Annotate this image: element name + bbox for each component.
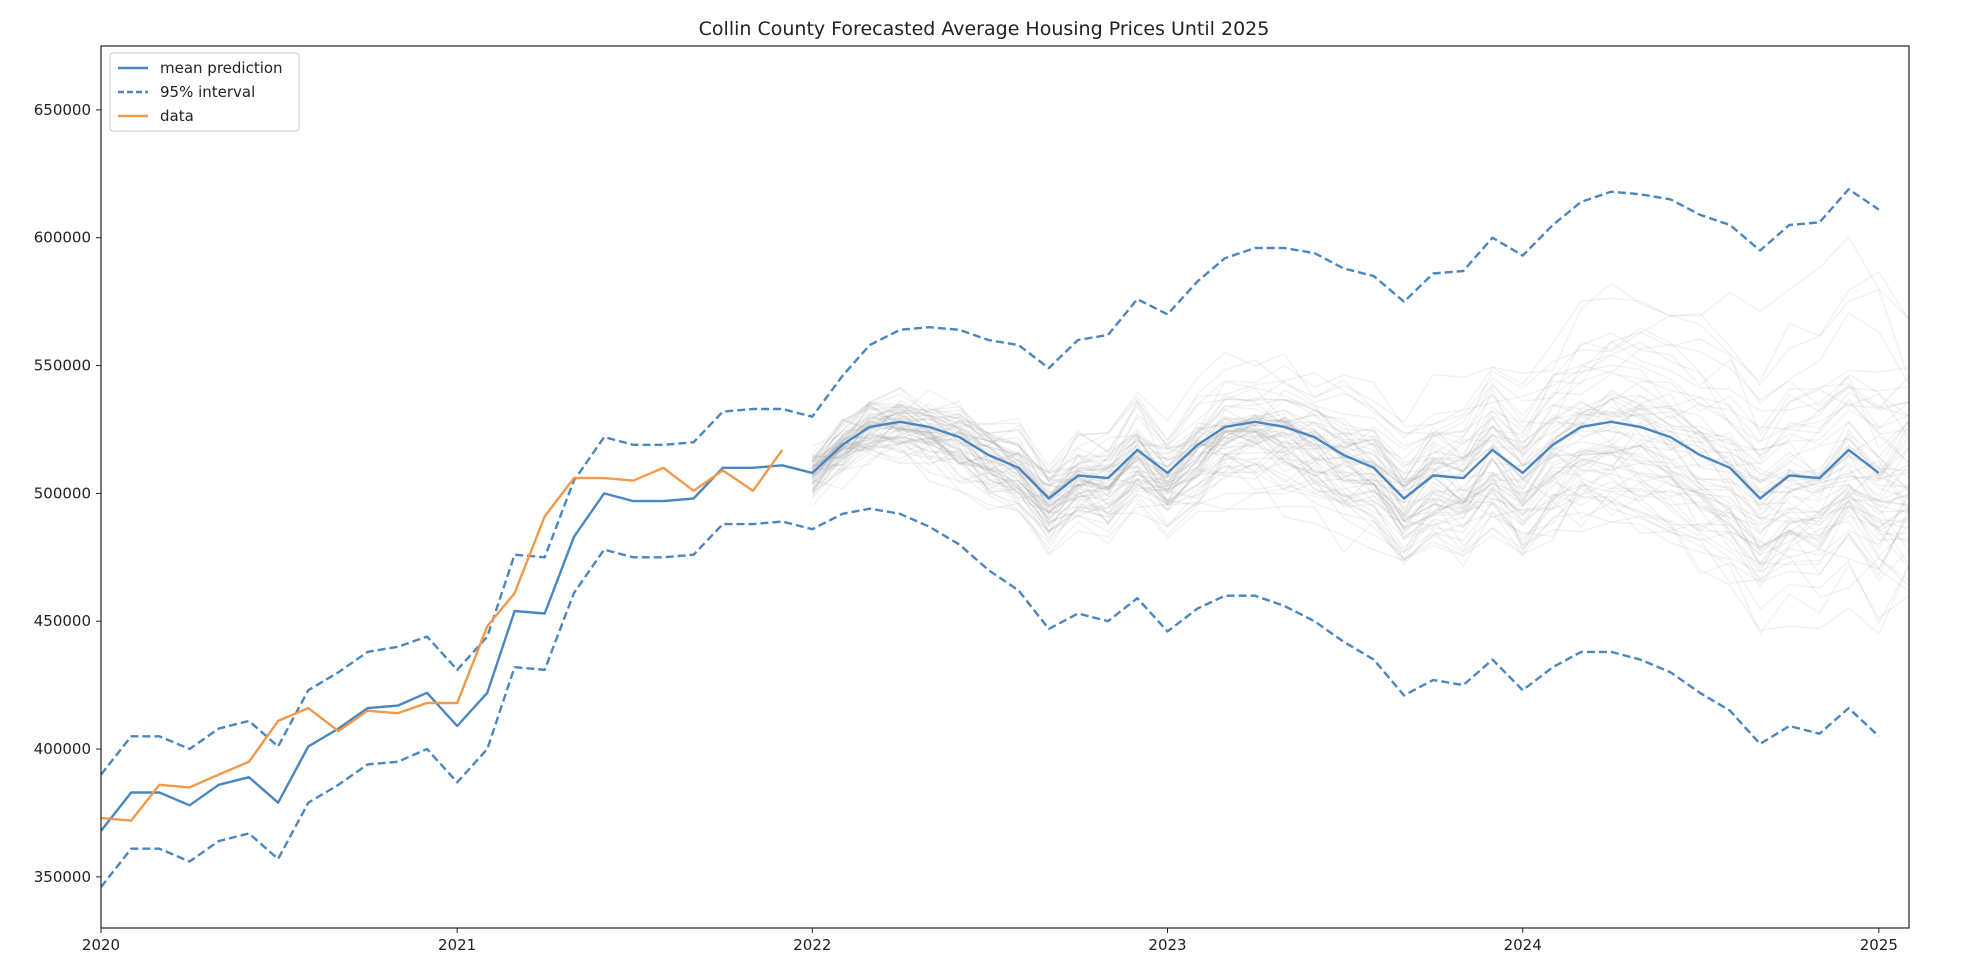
simulation-path: [811, 409, 1910, 523]
simulation-path: [811, 429, 1910, 566]
simulation-path: [811, 415, 1910, 536]
x-tick-label: 2022: [793, 936, 831, 954]
x-tick-label: 2023: [1148, 936, 1186, 954]
simulation-path: [812, 341, 1910, 499]
simulation-path: [811, 435, 1910, 556]
simulation-path: [812, 432, 1910, 535]
simulation-path: [811, 389, 1910, 520]
series-layer: [100, 187, 1880, 888]
simulation-path: [811, 413, 1910, 599]
simulation-path: [812, 373, 1910, 525]
simulation-path: [811, 343, 1910, 484]
simulation-path: [811, 423, 1910, 550]
simulation-path: [811, 406, 1910, 529]
plot-frame: [100, 45, 1910, 929]
x-axis: 2020 2021 2022 2023 2024 2025: [82, 928, 1898, 954]
series-line-95-interval-lower: [100, 507, 1880, 888]
simulation-path: [811, 400, 1910, 513]
simulation-path: [811, 288, 1910, 475]
simulation-path: [811, 271, 1910, 498]
simulation-path: [811, 394, 1910, 523]
simulation-path: [811, 340, 1910, 514]
simulation-path: [811, 417, 1910, 532]
simulation-path: [811, 397, 1910, 538]
simulation-path: [811, 311, 1910, 509]
simulation-path: [811, 437, 1910, 636]
simulation-path: [811, 420, 1910, 521]
simulation-path: [811, 419, 1910, 573]
simulation-paths: [811, 235, 1910, 636]
series-line-data: [100, 449, 784, 822]
simulation-path: [812, 419, 1910, 519]
simulation-path: [811, 446, 1910, 571]
simulation-path: [811, 427, 1910, 583]
y-tick-label: 500000: [34, 484, 91, 502]
x-tick-label: 2021: [438, 936, 476, 954]
simulation-path: [811, 415, 1910, 561]
simulation-path: [811, 415, 1910, 514]
simulation-path: [811, 431, 1910, 557]
y-tick-label: 350000: [34, 868, 91, 886]
simulation-path: [811, 397, 1910, 535]
simulation-path: [811, 413, 1910, 558]
y-tick-label: 450000: [34, 612, 91, 630]
legend-label: data: [160, 107, 194, 125]
simulation-path: [811, 404, 1910, 554]
simulation-path: [812, 420, 1910, 532]
simulation-path: [811, 235, 1910, 491]
simulation-path: [811, 391, 1910, 538]
chart-title: Collin County Forecasted Average Housing…: [699, 18, 1270, 40]
simulation-path: [811, 412, 1910, 532]
y-tick-label: 600000: [34, 229, 91, 247]
simulation-path: [811, 411, 1910, 568]
legend-box: [109, 52, 300, 132]
simulation-path: [811, 370, 1910, 504]
simulation-path: [812, 394, 1910, 537]
simulation-path: [811, 381, 1910, 507]
y-axis: 350000 400000 450000 500000 550000 600000 6500…: [34, 101, 101, 886]
y-tick-label: 400000: [34, 740, 91, 758]
simulation-path: [811, 367, 1910, 501]
y-tick-label: 550000: [34, 357, 91, 375]
simulation-path: [812, 389, 1910, 499]
legend-label: mean prediction: [160, 59, 283, 77]
simulation-path: [811, 326, 1910, 472]
simulation-path: [811, 424, 1910, 532]
simulation-path: [811, 401, 1910, 571]
legend: mean prediction 95% interval data: [109, 52, 300, 132]
simulation-path: [811, 408, 1910, 566]
simulation-path: [811, 402, 1910, 516]
simulation-path: [811, 422, 1910, 534]
simulation-path: [811, 412, 1910, 625]
simulation-path: [811, 384, 1910, 521]
simulation-path: [811, 406, 1910, 582]
series-line-95-interval-upper: [100, 187, 1880, 776]
simulation-path: [811, 394, 1910, 569]
simulation-path: [811, 422, 1910, 551]
simulation-path: [811, 417, 1910, 592]
series-line-mean-prediction: [100, 420, 1880, 832]
simulation-path: [812, 423, 1910, 635]
simulation-path: [812, 407, 1910, 508]
simulation-path: [811, 429, 1910, 570]
y-tick-label: 650000: [34, 101, 91, 119]
simulation-path: [811, 425, 1910, 583]
simulation-path: [811, 388, 1910, 582]
simulation-path: [811, 364, 1910, 533]
simulation-path: [811, 354, 1910, 498]
simulation-path: [811, 387, 1910, 514]
simulation-path: [811, 387, 1910, 556]
simulation-path: [811, 407, 1910, 527]
x-tick-label: 2020: [82, 936, 120, 954]
simulation-path: [811, 393, 1910, 566]
x-tick-label: 2025: [1860, 936, 1898, 954]
simulation-path: [811, 429, 1910, 588]
simulation-path: [811, 429, 1910, 550]
legend-label: 95% interval: [160, 83, 255, 101]
simulation-path: [811, 395, 1910, 521]
x-tick-label: 2024: [1504, 936, 1542, 954]
